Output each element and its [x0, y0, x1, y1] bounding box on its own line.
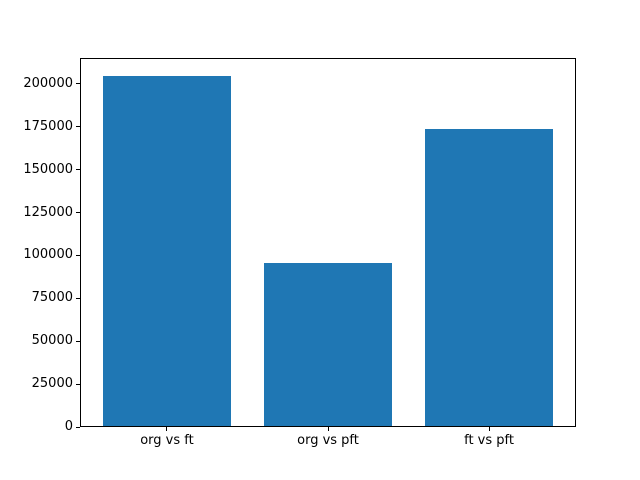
- y-axis-tick: [76, 83, 80, 85]
- x-tick-label: ft vs pft: [464, 433, 514, 448]
- y-tick-label: 150000: [23, 161, 73, 177]
- y-axis-tick: [76, 212, 80, 213]
- y-tick-label: 175000: [23, 118, 73, 134]
- y-axis-tick: [76, 383, 80, 385]
- bar-org-vs-pft: [263, 263, 393, 427]
- y-tick-label: 100000: [23, 247, 73, 263]
- x-axis-tick: [327, 427, 329, 431]
- y-axis-tick: [76, 126, 80, 128]
- x-tick-label: org vs ft: [140, 433, 194, 448]
- x-axis-tick: [166, 427, 168, 431]
- y-tick-label: 25000: [31, 376, 73, 392]
- x-tick-label: org vs pft: [297, 433, 359, 448]
- x-axis-tick: [488, 427, 490, 431]
- y-tick-label: 0: [64, 419, 73, 434]
- y-axis-tick: [76, 254, 80, 256]
- bar-ft-vs-pft: [424, 128, 554, 427]
- y-axis-tick: [76, 297, 80, 299]
- y-axis-tick: [76, 340, 80, 342]
- bar-org-vs-ft: [102, 75, 232, 427]
- y-axis-tick: [76, 426, 80, 428]
- y-tick-label: 125000: [23, 204, 73, 220]
- y-tick-label: 50000: [31, 333, 73, 349]
- y-tick-label: 200000: [23, 75, 73, 91]
- y-tick-label: 75000: [31, 290, 73, 306]
- y-axis-tick: [76, 169, 80, 171]
